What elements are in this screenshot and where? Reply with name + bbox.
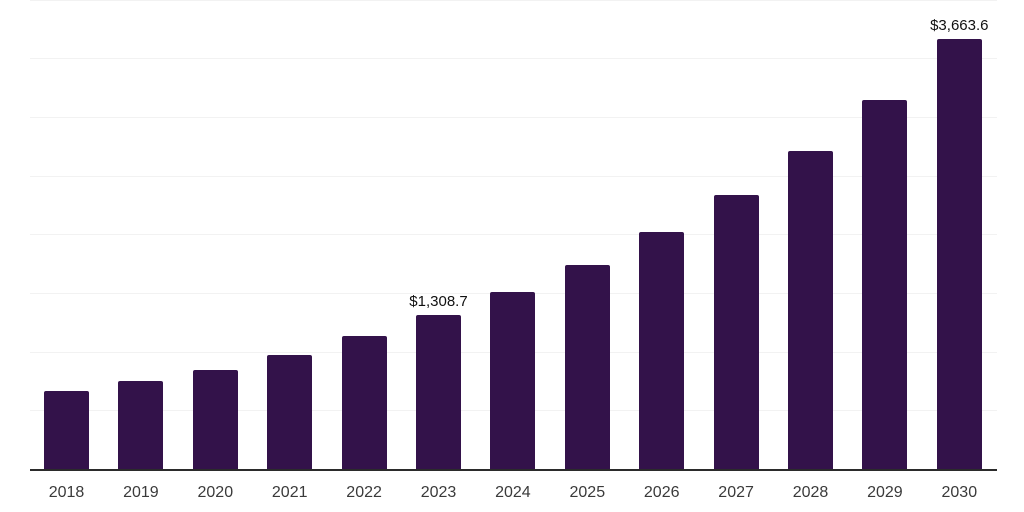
x-tick-2028: 2028 — [792, 484, 829, 501]
x-tick-2027: 2027 — [718, 484, 754, 501]
bar-2023 — [416, 315, 461, 469]
bar-2027 — [713, 194, 759, 469]
bar-2018 — [44, 390, 89, 469]
bar-2022 — [341, 335, 387, 469]
bar-2029 — [862, 100, 908, 469]
gridline-3000 — [30, 116, 997, 118]
x-tick-2025: 2025 — [569, 484, 606, 501]
x-tick-2020: 2020 — [197, 484, 234, 501]
data-label-2030: $3,663.6 — [930, 16, 989, 34]
x-tick-2026: 2026 — [643, 484, 680, 501]
x-tick-2019: 2019 — [123, 484, 159, 501]
x-tick-2022: 2022 — [346, 484, 382, 501]
bar-2028 — [788, 151, 833, 469]
bar-2026 — [639, 231, 685, 469]
gridline-2000 — [30, 234, 997, 236]
bar-2025 — [564, 264, 610, 469]
x-tick-2021: 2021 — [271, 484, 308, 501]
gridline-3500 — [30, 58, 997, 60]
x-tick-2029: 2029 — [867, 484, 903, 501]
x-tick-2030: 2030 — [941, 484, 978, 501]
x-tick-2023: 2023 — [420, 484, 457, 501]
x-tick-2018: 2018 — [48, 484, 85, 501]
bar-2024 — [490, 291, 536, 469]
data-label-2023: $1,308.7 — [409, 293, 468, 311]
gridline-2500 — [30, 175, 997, 177]
x-axis-line — [30, 469, 997, 471]
gridline-4000 — [30, 0, 997, 1]
x-tick-2024: 2024 — [495, 484, 531, 501]
bar-2020 — [192, 369, 238, 469]
bar-2021 — [267, 354, 313, 469]
bar-2030 — [936, 38, 982, 469]
bar-2019 — [118, 380, 164, 469]
